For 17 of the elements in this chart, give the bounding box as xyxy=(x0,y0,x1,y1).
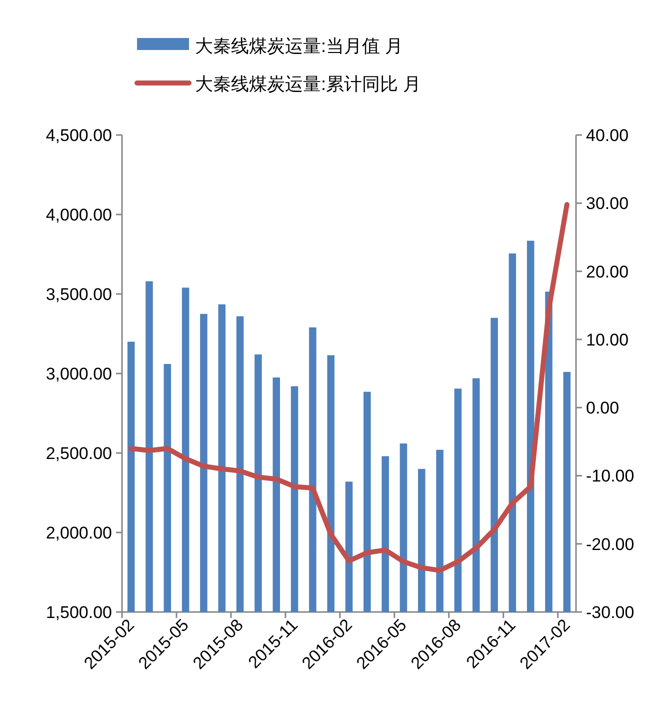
y2-tick-label: 40.00 xyxy=(586,126,629,145)
y-tick-label: 3,000.00 xyxy=(46,364,112,384)
y-tick-label: 2,000.00 xyxy=(46,524,112,542)
legend-label: 大秦线煤炭运量:累计同比 月 xyxy=(195,74,422,94)
y-tick-label: 4,500.00 xyxy=(46,126,112,145)
y2-tick-label: 10.00 xyxy=(586,330,629,350)
y2-tick-label: -20.00 xyxy=(586,534,634,554)
y-tick-label: 2,500.00 xyxy=(46,444,112,463)
y2-tick-label: 0.00 xyxy=(586,398,620,418)
y-tick-label: 4,000.00 xyxy=(46,206,112,224)
y-tick-label: 3,500.00 xyxy=(46,285,112,304)
legend-label: 大秦线煤炭运量:当月值 月 xyxy=(195,36,404,56)
y2-tick-label: -30.00 xyxy=(586,603,634,622)
y2-tick-label: 30.00 xyxy=(586,194,629,214)
y2-tick-label: 20.00 xyxy=(586,262,629,282)
y2-tick-label: -10.00 xyxy=(586,466,634,486)
y-tick-label: 1,500.00 xyxy=(46,603,112,622)
